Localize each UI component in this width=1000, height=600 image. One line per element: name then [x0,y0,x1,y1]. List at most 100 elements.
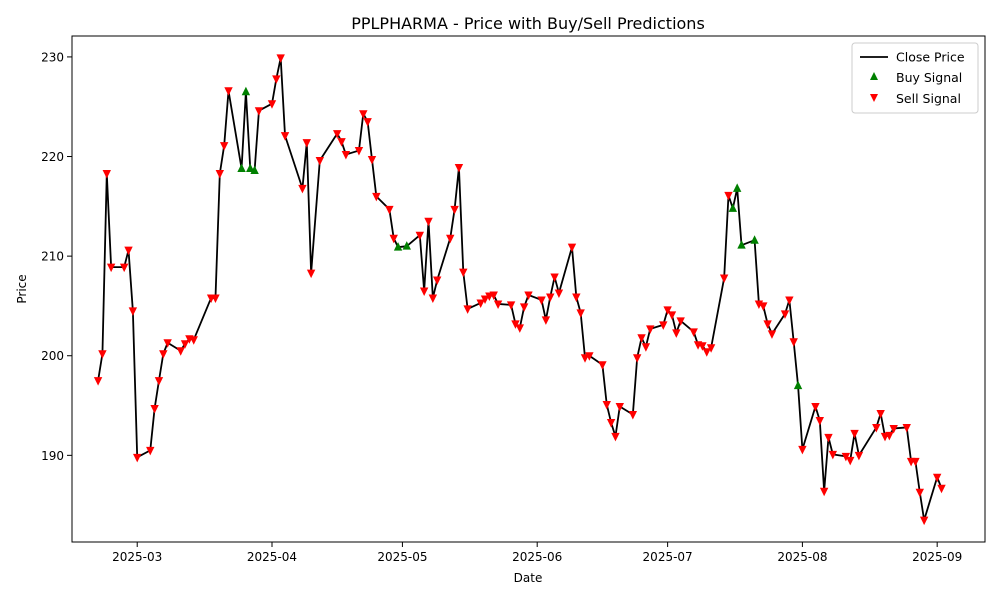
sell-signal-marker [854,451,864,461]
sell-signal-marker [815,416,824,426]
sell-signal-marker [363,118,372,127]
y-axis: 190 200 210 220 230 [41,50,72,463]
legend-sell-signal-label: Sell Signal [896,91,961,106]
y-tick-label: 220 [41,150,64,164]
sell-signal-marker [785,296,794,305]
sell-signal-marker [254,107,264,116]
sell-signal-marker [598,361,607,370]
sell-signal-marker [702,348,711,357]
x-tick-label: 2025-05 [377,550,427,564]
sell-signal-marker [937,484,946,494]
sell-signal-marker [698,342,707,351]
sell-signal-marker [511,320,520,329]
buy-signal-marker [737,240,746,249]
sell-signal-marker [506,301,516,310]
y-tick-label: 190 [41,449,64,463]
sell-signal-marker [932,473,942,483]
x-tick-label: 2025-09 [912,550,962,564]
sell-signal-marker [659,321,668,330]
sell-signal-marker [459,268,468,278]
sell-signal-marker [159,350,168,359]
legend-buy-signal-label: Buy Signal [896,70,962,85]
x-axis-label: Date [514,571,543,585]
sell-signal-marker [759,302,768,311]
sell-signal-marker [337,138,346,147]
sell-signal-marker [106,263,116,273]
sell-signal-marker [224,87,233,96]
sell-signal-marker [493,300,503,309]
sell-signal-marker [615,403,624,412]
sell-signal-marker [519,303,529,312]
sell-signal-marker [550,273,559,283]
sell-signal-marker [585,352,594,361]
sell-signal-marker [302,139,311,148]
sell-signal-marker [189,336,198,345]
sell-signal-markers [93,54,946,526]
sell-signal-marker [367,156,377,165]
sell-signal-marker [372,192,381,202]
sell-signal-marker [628,411,638,420]
sell-signal-marker [632,354,642,363]
x-tick-label: 2025-04 [247,550,297,564]
sell-signal-marker [724,191,733,201]
sell-signal-marker [419,287,429,296]
sell-signal-marker [119,263,129,273]
sell-signal-marker [841,452,851,462]
sell-signal-marker [124,246,133,256]
y-axis-label: Price [15,274,29,303]
sell-signal-marker [415,231,425,241]
sell-signal-marker [446,234,455,244]
sell-signal-marker [306,269,316,279]
sell-signal-marker [824,433,833,443]
sell-signal-marker [919,516,929,526]
sell-signal-marker [93,377,103,386]
sell-signal-marker [606,418,616,428]
sell-signal-marker [515,324,525,333]
legend-sell-signal-swatch [870,94,878,102]
y-tick-label: 210 [41,250,64,264]
sell-signal-marker [489,291,498,300]
buy-signal-marker [393,242,403,251]
sell-signal-marker [902,423,911,433]
sell-signal-marker [672,329,681,338]
sell-signal-marker [676,317,685,326]
sell-signal-marker [663,306,672,315]
sell-signal-marker [524,291,533,300]
plot-frame [71,35,986,543]
buy-signal-marker [237,163,246,172]
legend-box [851,42,979,114]
sell-signal-marker [341,151,351,160]
sell-signal-marker [546,293,555,302]
sell-signal-marker [98,350,107,359]
sell-signal-marker [911,457,920,467]
sell-signal-marker [580,354,590,363]
sell-signal-marker [354,147,364,156]
sell-signal-marker [780,310,790,319]
sell-signal-marker [602,401,611,410]
sell-signal-marker [267,100,277,109]
sell-signal-marker [819,487,829,497]
sell-signal-marker [385,205,394,215]
sell-signal-marker [889,424,898,434]
sell-signal-marker [276,54,285,63]
sell-signal-marker [876,410,885,419]
sell-signal-marker [767,330,777,339]
buy-signal-marker [246,163,255,172]
plot-area [71,35,986,543]
sell-signal-marker [389,234,398,244]
sell-signal-marker [689,328,698,337]
sell-signal-marker [154,377,164,386]
sell-signal-marker [428,294,438,303]
buy-signal-marker [732,183,742,192]
sell-signal-marker [541,316,551,325]
x-tick-label: 2025-08 [777,550,827,564]
sell-signal-marker [102,169,111,179]
sell-signal-marker [463,305,472,314]
sell-signal-marker [333,130,342,139]
sell-signal-marker [719,274,729,284]
sell-signal-marker [572,293,581,302]
sell-signal-marker [219,142,229,151]
buy-signal-marker [793,380,803,390]
sell-signal-marker [272,75,281,84]
sell-signal-marker [280,132,290,141]
